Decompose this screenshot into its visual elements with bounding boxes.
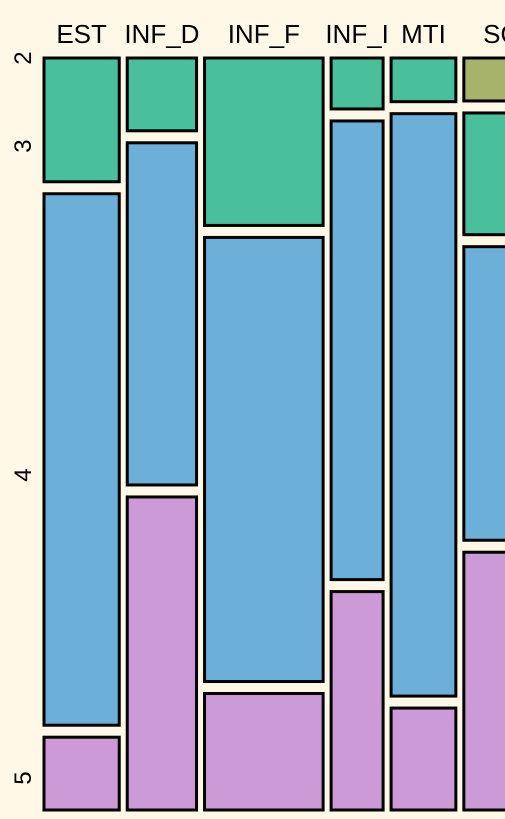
mosaic-tile-est-5 xyxy=(42,735,121,812)
mosaic-tile-inf-i-4 xyxy=(329,119,385,582)
mosaic-tile-so-2 xyxy=(462,56,505,103)
x-category-label-inf-f: INF_F xyxy=(228,19,300,49)
mosaic-tile-mti-3 xyxy=(389,56,458,104)
mosaic-tile-inf-d-3 xyxy=(125,56,199,133)
mosaic-tile-so-4 xyxy=(462,245,505,542)
mosaic-tile-mti-5 xyxy=(389,706,458,812)
mosaic-tile-inf-d-4 xyxy=(125,141,199,487)
mosaic-tile-est-3 xyxy=(42,56,121,184)
x-category-label-inf-d: INF_D xyxy=(124,19,199,49)
x-category-label-est: EST xyxy=(56,19,107,49)
x-category-label-so: SO xyxy=(483,19,505,49)
y-category-label-5: 5 xyxy=(10,771,37,784)
mosaic-tile-est-4 xyxy=(42,192,121,727)
mosaic-tile-so-3 xyxy=(462,111,505,237)
mosaic-tile-mti-4 xyxy=(389,112,458,698)
mosaic-tile-inf-i-5 xyxy=(329,590,385,812)
x-category-label-inf-i: INF_I xyxy=(325,19,389,49)
mosaic-tile-inf-i-3 xyxy=(329,56,385,111)
mosaic-tile-inf-f-5 xyxy=(203,692,325,812)
y-category-label-2: 2 xyxy=(10,51,37,64)
mosaic-tile-inf-d-5 xyxy=(125,495,199,812)
y-category-label-4: 4 xyxy=(10,468,37,481)
x-category-label-mti: MTI xyxy=(401,19,446,49)
mosaic-tile-so-5 xyxy=(462,550,505,812)
y-category-label-3: 3 xyxy=(10,139,37,152)
mosaic-tile-inf-f-4 xyxy=(203,235,325,684)
mosaic-tile-inf-f-3 xyxy=(203,56,325,227)
